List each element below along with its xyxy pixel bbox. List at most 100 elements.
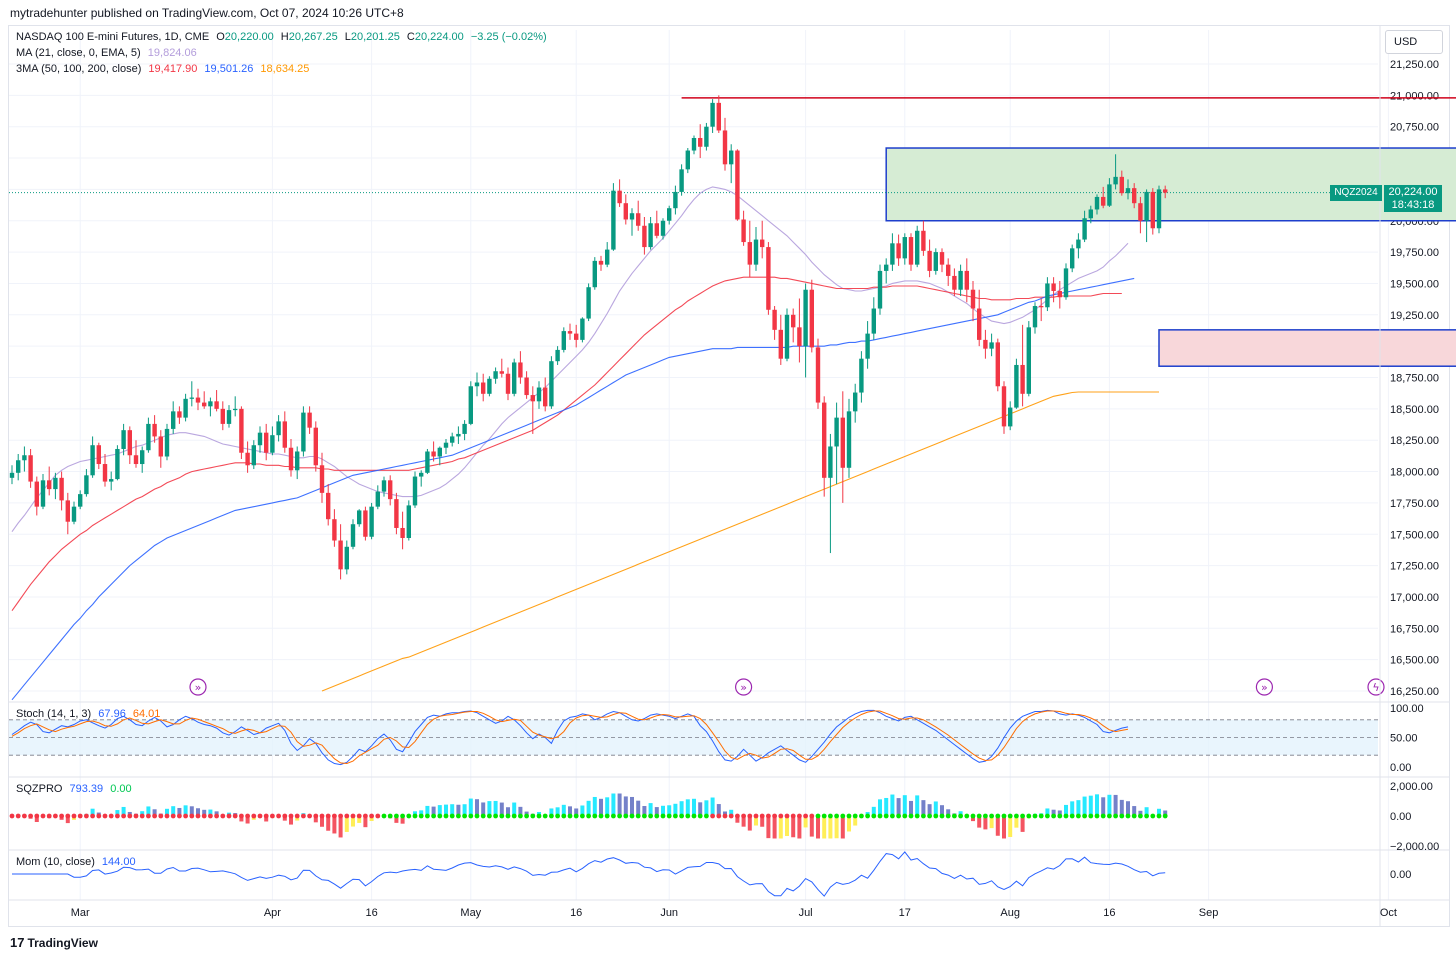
candle-body [1032,306,1038,328]
candle-body [983,339,988,349]
sqz-bar [692,798,696,816]
legend-ma-name[interactable]: MA (21, close, 0, EMA, 5) [16,47,141,59]
sqz-dot [561,813,567,819]
candle-body [462,423,467,434]
sqz-bar [425,805,430,816]
candle-body [350,524,356,547]
legend-stoch: Stoch (14, 1, 3) 67.96 64.01 [16,708,164,720]
candle-body [208,401,213,407]
candle-body [9,472,15,478]
sqz-dot [580,813,585,819]
price-tick-label: 17,000.00 [1390,592,1439,604]
candle-body [654,223,659,236]
legend-mom-name[interactable]: Mom (10, close) [16,856,95,868]
sqz-bar [34,816,39,822]
moving-average-line [321,391,1159,692]
sqz-bar [1163,810,1168,816]
candle-body [902,237,907,259]
sqz-dot [9,813,15,819]
candle-body [623,203,628,220]
sqz-bar [704,800,709,816]
candle-body [412,476,418,506]
sqz-dot [859,813,864,819]
sqz-bar [1088,795,1093,816]
sqz-dot [704,813,709,819]
sqz-bar [320,816,324,827]
tradingview-logo[interactable]: 17 TradingView [10,935,98,950]
legend-sqz: SQZPRO 793.39 0.00 [16,783,136,795]
candle-body [574,333,579,340]
sqz-dot [815,813,821,819]
candle-body [722,130,728,165]
sqz-bar [394,816,399,823]
sqz-bar [710,797,715,816]
sqz-dot [679,813,684,819]
candle-body [326,492,331,520]
sqz-dot [71,813,77,819]
sqz-dot [487,813,492,819]
candle-body [853,392,858,412]
sqz-dot [239,813,244,819]
sqz-dot [611,813,616,819]
candle-body [195,397,201,403]
sqz-dot [1032,813,1038,819]
legend-3ma-name[interactable]: 3MA (50, 100, 200, close) [16,63,142,75]
sqz-bar [171,806,176,816]
sqz-bar [834,816,839,839]
event-marker-glyph: ϟ [1372,681,1379,694]
legend-symbol-name[interactable]: NASDAQ 100 E-mini Futures, 1D, CME [16,31,210,43]
sqz-dot [257,813,263,819]
candle-body [381,480,387,492]
sqz-dot [983,813,988,819]
sqz-dot [914,813,920,819]
sqz-bar [921,800,926,816]
sqz-bar [574,808,579,816]
candles [9,95,1168,580]
sqz-bar [363,816,368,828]
sqz-dot [288,813,294,819]
sqz-bar [803,816,808,828]
sqz-dot [1131,813,1137,819]
candle-body [586,287,591,319]
stoch-tick-label: 50.00 [1390,733,1418,745]
sqz-dot [313,813,319,819]
currency-button[interactable]: USD [1385,30,1443,54]
candle-body [295,451,300,471]
sqz-bar [667,805,672,816]
candle-body [115,448,120,480]
candle-body [704,126,709,147]
candle-body [1051,283,1056,291]
candle-body [698,137,703,147]
candle-body [270,435,275,453]
candle-body [1132,188,1137,204]
candle-body [1039,306,1044,308]
legend-sqz-name[interactable]: SQZPRO [16,783,63,795]
candle-body [884,264,889,271]
sqz-dot [108,813,114,819]
legend-mom: Mom (10, close) 144.00 [16,856,140,868]
sqz-dot [958,813,963,819]
sqz-dot [536,813,542,819]
candle-body [456,433,461,437]
sqz-dot [890,813,895,819]
candle-body [474,382,480,387]
sqz-dot [443,813,449,819]
sqz-dot [555,813,560,819]
price-tick-label: 19,250.00 [1390,310,1439,322]
sqz-dot [96,813,102,819]
candle-body [394,499,399,528]
sqz-bar [816,816,820,839]
sqz-dot [1113,813,1118,819]
candle-body [102,464,108,482]
legend-stoch-name[interactable]: Stoch (14, 1, 3) [16,708,92,720]
sqz-dot [232,813,238,819]
sqz-dot [766,813,771,819]
sqz-dot [604,813,610,819]
sqz-dot [84,813,89,819]
candle-body [369,506,374,537]
legend-close-label: C [406,31,415,43]
sqz-bar [512,802,517,816]
sqz-dot [356,813,362,819]
event-marker-icon [734,678,753,696]
